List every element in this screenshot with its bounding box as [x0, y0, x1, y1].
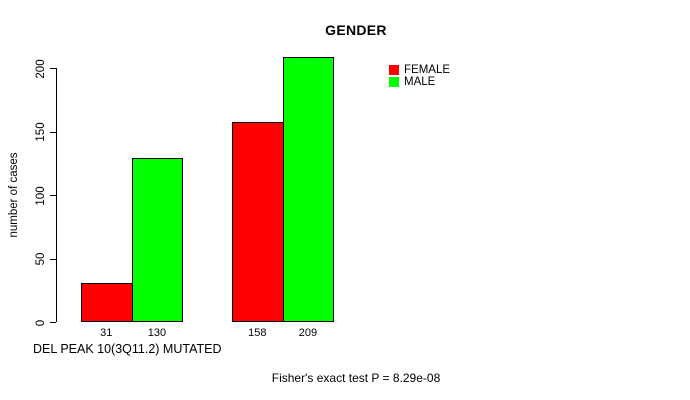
legend-label: FEMALE [404, 64, 451, 76]
legend-swatch-female [389, 65, 399, 75]
bar-male-group2 [282, 57, 335, 323]
legend-row-female: FEMALE [389, 64, 451, 76]
legend-swatch-male [389, 77, 399, 87]
y-axis [56, 68, 57, 322]
y-tick-label: 200 [35, 59, 47, 79]
legend: FEMALE MALE [389, 64, 451, 88]
bar-female-group1 [81, 283, 133, 323]
bar-count-label: 130 [147, 327, 167, 339]
chart-title: GENDER [325, 22, 387, 38]
y-tick-mark [50, 68, 56, 70]
y-tick-mark [50, 322, 56, 323]
legend-row-male: MALE [389, 76, 450, 88]
bar-female-group2 [232, 122, 284, 323]
bar-count-label: 31 [100, 327, 113, 339]
y-axis-label: number of cases [8, 152, 20, 238]
y-tick-label: 50 [35, 252, 47, 266]
y-tick-label: 0 [35, 319, 47, 326]
y-tick-mark [50, 258, 56, 260]
y-tick-label: 100 [35, 186, 47, 206]
y-tick-mark [50, 195, 56, 197]
annotation-text: Fisher's exact test P = 8.29e-08 [271, 371, 441, 385]
bar-count-label: 158 [248, 327, 267, 339]
y-tick-label: 150 [35, 122, 47, 142]
x-axis-label: DEL PEAK 10(3Q11.2) MUTATED [33, 342, 222, 356]
bar-male-group1 [131, 157, 184, 323]
bar-count-label: 209 [298, 327, 318, 339]
y-tick-mark [50, 131, 56, 133]
legend-label: MALE [404, 76, 436, 88]
